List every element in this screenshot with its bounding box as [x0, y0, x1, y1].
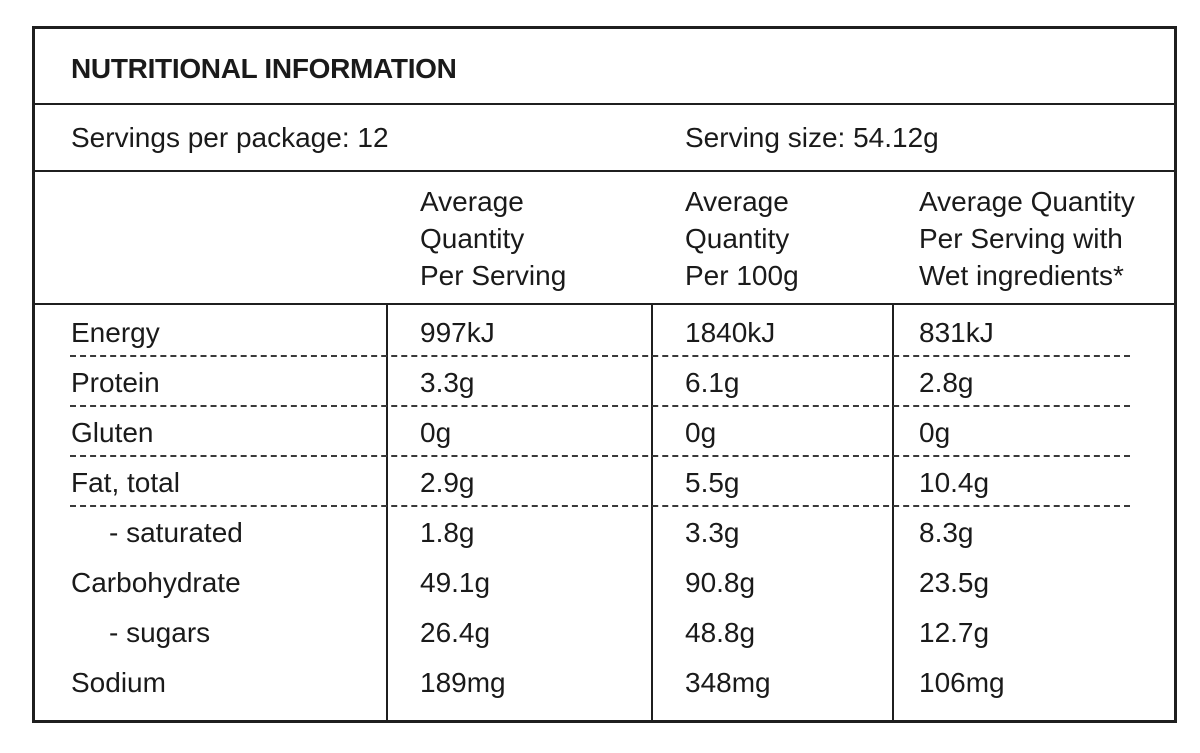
nutrient-label: Gluten	[71, 417, 154, 448]
header-line: Per 100g	[685, 260, 799, 291]
value-wet: 8.3g	[919, 517, 974, 548]
header-line: Wet ingredients*	[919, 260, 1124, 291]
column-divider	[892, 305, 894, 720]
value-per-100g: 48.8g	[685, 617, 756, 648]
header-per-100g: Average Quantity Per 100g	[685, 183, 799, 294]
nutrient-label: Carbohydrate	[71, 567, 241, 598]
value-per-serving: 3.3g	[420, 367, 475, 398]
column-divider	[386, 305, 388, 720]
nutrient-row-carbohydrate: Carbohydrate 49.1g 90.8g 23.5g	[35, 557, 1174, 607]
value-per-serving: 189mg	[420, 667, 506, 698]
value-wet: 831kJ	[919, 317, 994, 348]
value-per-100g: 90.8g	[685, 567, 756, 598]
nutrient-label: - saturated	[109, 517, 243, 548]
header-line: Quantity	[420, 223, 525, 254]
header-wet-ingredients: Average Quantity Per Serving with Wet in…	[919, 183, 1135, 294]
value-wet: 2.8g	[919, 367, 974, 398]
column-divider	[651, 305, 653, 720]
nutrient-row-sugars: - sugars 26.4g 48.8g 12.7g	[35, 607, 1174, 657]
nutrient-label: Protein	[71, 367, 160, 398]
value-per-100g: 5.5g	[685, 467, 740, 498]
value-per-serving: 26.4g	[420, 617, 491, 648]
nutrient-label: Energy	[71, 317, 160, 348]
column-header-row: Average Quantity Per Serving Average Qua…	[35, 172, 1174, 305]
value-wet: 23.5g	[919, 567, 990, 598]
value-wet: 106mg	[919, 667, 1005, 698]
nutrition-panel: NUTRITIONAL INFORMATION Servings per pac…	[32, 26, 1177, 723]
value-wet: 10.4g	[919, 467, 990, 498]
value-per-serving: 2.9g	[420, 467, 475, 498]
header-line: Quantity	[685, 223, 790, 254]
value-per-serving: 49.1g	[420, 567, 491, 598]
header-line: Average Quantity	[919, 186, 1135, 217]
nutrient-label: Fat, total	[71, 467, 180, 498]
value-per-serving: 997kJ	[420, 317, 495, 348]
servings-row: Servings per package: 12 Serving size: 5…	[35, 105, 1174, 172]
nutrient-row-fat-total: Fat, total 2.9g 5.5g 10.4g	[35, 457, 1174, 507]
title-row: NUTRITIONAL INFORMATION	[35, 29, 1174, 105]
nutrient-label: - sugars	[109, 617, 211, 648]
servings-per-package: Servings per package: 12	[71, 122, 389, 153]
value-per-100g: 0g	[685, 417, 717, 448]
header-line: Per Serving	[420, 260, 567, 291]
panel-title: NUTRITIONAL INFORMATION	[71, 53, 457, 84]
value-per-100g: 6.1g	[685, 367, 740, 398]
header-line: Average	[685, 186, 789, 217]
value-per-100g: 3.3g	[685, 517, 740, 548]
value-wet: 0g	[919, 417, 951, 448]
nutrient-row-protein: Protein 3.3g 6.1g 2.8g	[35, 357, 1174, 407]
nutrient-row-sodium: Sodium 189mg 348mg 106mg	[35, 657, 1174, 707]
nutrient-row-saturated: - saturated 1.8g 3.3g 8.3g	[35, 507, 1174, 557]
nutrient-row-gluten: Gluten 0g 0g 0g	[35, 407, 1174, 457]
value-per-serving: 0g	[420, 417, 452, 448]
value-per-serving: 1.8g	[420, 517, 475, 548]
header-line: Average	[420, 186, 524, 217]
value-wet: 12.7g	[919, 617, 990, 648]
nutrient-label: Sodium	[71, 667, 166, 698]
header-line: Per Serving with	[919, 223, 1123, 254]
serving-size: Serving size: 54.12g	[685, 122, 939, 153]
value-per-100g: 348mg	[685, 667, 771, 698]
value-per-100g: 1840kJ	[685, 317, 776, 348]
nutrient-row-energy: Energy 997kJ 1840kJ 831kJ	[35, 307, 1174, 357]
header-per-serving: Average Quantity Per Serving	[420, 183, 566, 294]
